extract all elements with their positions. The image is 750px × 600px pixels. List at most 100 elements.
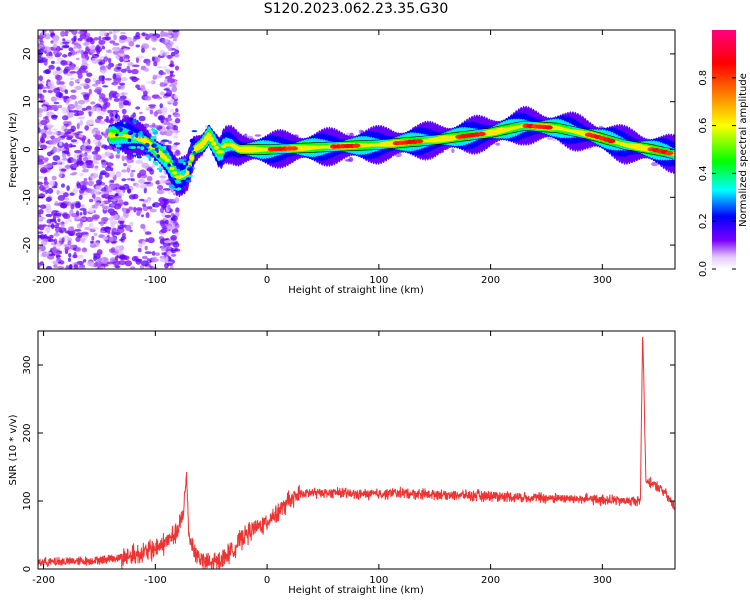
heatmap-noise-cell (107, 66, 111, 70)
heatmap-noise-cell (141, 255, 148, 260)
heatmap-noise-cell (77, 254, 84, 259)
heatmap-noise-cell (79, 185, 88, 191)
heatmap-noise-cell (174, 65, 180, 71)
heatmap-noise-cell (65, 265, 70, 269)
heatmap-transition-cell (189, 138, 196, 144)
heatmap-noise-cell (87, 180, 94, 187)
heatmap-noise-cell (121, 155, 125, 162)
heatmap-noise-cell (59, 47, 63, 51)
heatmap-noise-cell (146, 176, 153, 182)
heatmap-noise-cell (58, 165, 63, 169)
heatmap-transition-cell (153, 158, 157, 161)
heatmap-noise-cell (67, 257, 72, 262)
heatmap-noise-cell (118, 260, 127, 266)
heatmap-noise-cell (91, 204, 96, 209)
heatmap-noise-cell (95, 141, 103, 147)
heatmap-noise-cell (140, 45, 145, 49)
heatmap-noise-cell (143, 198, 151, 204)
heatmap-noise-cell (151, 56, 155, 62)
heatmap-noise-cell (101, 46, 106, 50)
heatmap-noise-cell (66, 136, 72, 141)
heatmap-noise-cell (89, 49, 96, 54)
heatmap-noise-cell (123, 162, 127, 167)
heatmap-noise-cell (53, 87, 61, 94)
heatmap-noise-cell (81, 204, 85, 209)
heatmap-noise-cell (81, 107, 88, 111)
heatmap-noise-cell (89, 262, 95, 268)
heatmap-noise-cell (82, 157, 89, 162)
heatmap-noise-cell (99, 56, 105, 60)
heatmap-noise-cell (156, 189, 165, 195)
heatmap-noise-cell (55, 227, 59, 234)
heatmap-noise-cell (125, 208, 130, 214)
heatmap-noise-cell (43, 157, 49, 162)
snr-y-ticks: 0 100 200 300 (22, 355, 675, 572)
heatmap-noise-cell (64, 220, 69, 225)
heatmap-noise-cell (144, 251, 153, 255)
heatmap-noise-cell (70, 49, 76, 56)
heatmap-transition-cell (152, 128, 156, 133)
heatmap-noise-cell (147, 237, 155, 244)
heatmap-noise-cell (99, 30, 107, 37)
heatmap-transition-cell (148, 156, 152, 162)
spectrogram-ridge-outline (233, 120, 673, 159)
heatmap-noise-cell (101, 153, 106, 159)
heatmap-noise-cell (161, 226, 169, 229)
heatmap-noise-cell (135, 159, 144, 165)
heatmap-noise-cell (77, 72, 83, 79)
heatmap-noise-cell (78, 68, 86, 74)
heatmap-noise-cell (152, 164, 156, 168)
heatmap-noise-cell (40, 138, 46, 144)
heatmap-noise-cell (103, 56, 109, 62)
heatmap-transition-cell (172, 162, 176, 165)
heatmap-noise-cell (159, 220, 166, 225)
heatmap-transition-cell (141, 134, 145, 139)
x-tick-label: -100 (144, 275, 167, 286)
heatmap-noise-cell (131, 64, 140, 68)
heatmap-noise-cell (121, 178, 126, 182)
heatmap-noise-cell (44, 177, 48, 184)
heatmap-transition-cell (144, 142, 150, 148)
heatmap-noise-cell (142, 240, 146, 246)
heatmap-noise-cell (128, 40, 135, 47)
heatmap-noise-cell (90, 101, 96, 105)
heatmap-noise-cell (119, 56, 124, 63)
heatmap-noise-cell (38, 205, 41, 208)
heatmap-noise-cell (74, 85, 82, 91)
heatmap-noise-cell (160, 106, 168, 113)
heatmap-noise-cell (62, 41, 70, 45)
heatmap-noise-cell (57, 159, 62, 163)
heatmap-noise-cell (126, 188, 132, 194)
heatmap-transition-cell (119, 128, 124, 131)
heatmap-noise-cell (56, 255, 62, 258)
heatmap-noise-cell (149, 168, 155, 175)
heatmap-noise-cell (167, 114, 172, 118)
heatmap-noise-cell (142, 205, 149, 212)
heatmap-transition-cell (183, 161, 186, 166)
x-tick-label: -100 (144, 575, 167, 586)
heatmap-noise-cell (81, 247, 88, 253)
x-tick-label: 100 (369, 575, 388, 586)
heatmap-noise-cell (164, 38, 169, 43)
heatmap-noise-cell (59, 84, 66, 91)
heatmap-noise-cell (174, 150, 181, 157)
heatmap-noise-cell (117, 225, 124, 230)
heatmap-noise-cell (119, 84, 125, 90)
heatmap-noise-cell (95, 79, 101, 85)
heatmap-noise-cell (107, 230, 111, 235)
heatmap-noise-cell (163, 31, 168, 37)
heatmap-halo-cell (349, 132, 354, 138)
heatmap-noise-cell (151, 47, 156, 51)
heatmap-noise-cell (161, 198, 169, 202)
heatmap-noise-cell (108, 171, 116, 178)
heatmap-noise-cell (109, 40, 116, 44)
heatmap-noise-cell (91, 83, 99, 87)
heatmap-noise-cell (52, 70, 58, 76)
heatmap-noise-cell (139, 111, 143, 115)
snr-x-axis-label: Height of straight line (km) (288, 585, 424, 596)
heatmap-noise-cell (74, 51, 78, 55)
heatmap-noise-cell (104, 151, 112, 158)
heatmap-noise-cell (120, 77, 128, 82)
